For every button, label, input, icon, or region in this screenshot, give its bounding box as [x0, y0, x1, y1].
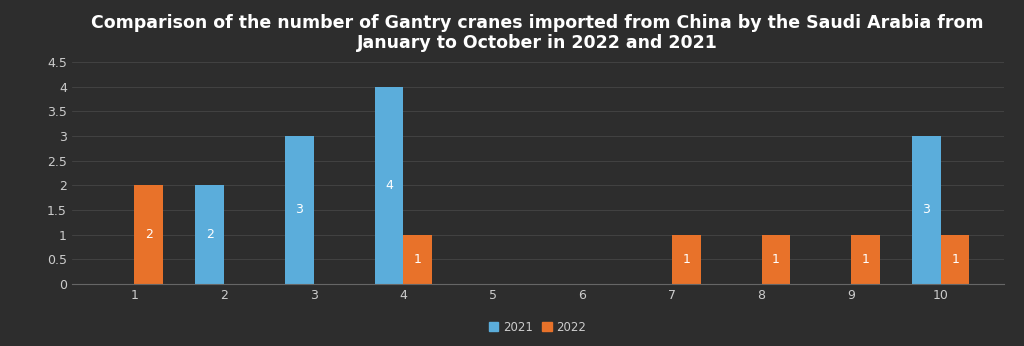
Text: 2: 2: [144, 228, 153, 241]
Bar: [285, 136, 313, 284]
Legend: 2021, 2022: 2021, 2022: [484, 316, 591, 339]
Text: 4: 4: [385, 179, 393, 192]
Text: 1: 1: [772, 253, 780, 266]
Text: 1: 1: [951, 253, 959, 266]
Bar: [375, 87, 403, 284]
Bar: [912, 136, 941, 284]
Text: 1: 1: [682, 253, 690, 266]
Text: 3: 3: [923, 203, 931, 216]
Title: Comparison of the number of Gantry cranes imported from China by the Saudi Arabi: Comparison of the number of Gantry crane…: [91, 13, 984, 52]
Bar: [851, 235, 880, 284]
Bar: [672, 235, 700, 284]
Bar: [134, 185, 163, 284]
Text: 1: 1: [861, 253, 869, 266]
Text: 2: 2: [206, 228, 214, 241]
Bar: [403, 235, 432, 284]
Bar: [196, 185, 224, 284]
Text: 1: 1: [414, 253, 422, 266]
Bar: [762, 235, 791, 284]
Bar: [941, 235, 970, 284]
Text: 3: 3: [295, 203, 303, 216]
